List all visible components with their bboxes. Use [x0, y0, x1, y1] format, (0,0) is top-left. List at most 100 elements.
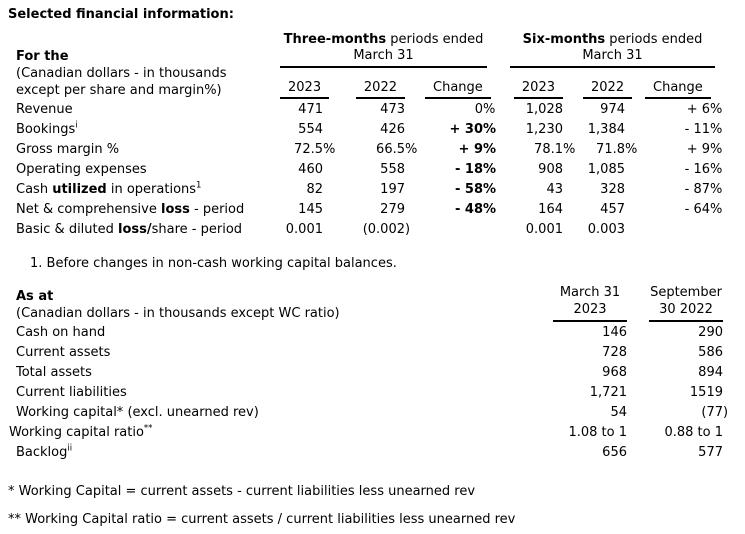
cell-3m-2023: 82 — [306, 182, 323, 197]
cell-3m-change: + 9 % — [458, 142, 497, 157]
group-header-row: For the (Canadian dollars - in thousands… — [16, 32, 730, 98]
three-months-title: Three-months periods ended — [283, 32, 484, 47]
cell-6m-change — [645, 219, 730, 239]
cell-6m-change: + 6 % — [686, 102, 723, 117]
cell-3m-2023: 0.001 — [285, 222, 323, 237]
as-at-label: As at — [16, 289, 54, 304]
three-months-group-header: Three-months periods ended March 31 — [280, 32, 503, 68]
footnote-1: 1. Before changes in non-cash working ca… — [30, 256, 397, 271]
cell-september-2022: (77 ) — [701, 405, 729, 420]
cell-3m-change: - 58 % — [454, 182, 497, 197]
cell-3m-change: - 18 % — [454, 162, 497, 177]
cell-6m-change: - 16 % — [684, 162, 723, 177]
cell-march-2023: 146 — [602, 325, 627, 340]
cell-september-2022: 290 — [698, 325, 723, 340]
cell-september-2022: 577 — [698, 445, 723, 460]
cell-6m-change: + 9 % — [686, 142, 723, 157]
cell-march-2023: 1.08 to 1 — [568, 425, 627, 440]
as-at-header-row: As at (Canadian dollars - in thousands e… — [16, 284, 736, 322]
row-label: Current assets — [16, 345, 111, 360]
for-the-label: For the — [16, 49, 69, 64]
row-label: Net & comprehensive loss - period — [16, 202, 245, 217]
table-row-current-assets: Current assets 728 586 — [16, 342, 736, 362]
table-row-cash-utilized: Cash utilized in operations1 82 197 - 58… — [16, 179, 730, 199]
table-row-bookings: Bookingsi 554 426 + 30 % 1,230 1,384 - 1… — [16, 119, 730, 139]
row-label: Working capital* (excl. unearned rev) — [16, 405, 259, 420]
cell-6m-2023: 164 — [538, 202, 563, 217]
table1-label-header: For the (Canadian dollars - in thousands… — [16, 32, 280, 99]
col-header-march-31-2023: March 31 2023 — [540, 284, 640, 322]
cell-3m-change: - 48 % — [454, 202, 497, 217]
row-label: Cash on hand — [16, 325, 106, 340]
as-at-table: As at (Canadian dollars - in thousands e… — [9, 284, 736, 462]
cell-6m-2023: 78.1 % — [534, 142, 576, 157]
cell-6m-2022: 71.8 % — [596, 142, 638, 157]
col-header-6m-2022: 2022 — [583, 68, 645, 99]
cell-3m-2022: 426 — [380, 122, 405, 137]
cell-3m-change: + 30 % — [449, 122, 497, 137]
cell-september-2022: 1519 — [689, 385, 723, 400]
cell-3m-2022: 66.5 % — [376, 142, 418, 157]
page-title: Selected financial information: — [8, 7, 234, 22]
three-months-date: March 31 — [353, 48, 414, 63]
cell-3m-2022: (0.002 ) — [362, 222, 411, 237]
cell-6m-2022: 328 — [600, 182, 625, 197]
cell-march-2023: 54 — [610, 405, 627, 420]
cell-march-2023: 968 — [602, 365, 627, 380]
row-label: Operating expenses — [16, 162, 147, 177]
col-header-6m-change: Change — [645, 68, 730, 99]
units-note-line2: except per share and margin%) — [16, 83, 222, 98]
row-label: Bookingsi — [16, 120, 78, 137]
cell-3m-2022: 473 — [380, 102, 405, 117]
cell-3m-2022: 197 — [380, 182, 405, 197]
cell-march-2023: 656 — [602, 445, 627, 460]
table-row-backlog: Backlogii 656 577 — [16, 442, 736, 462]
table-row-current-liabilities: Current liabilities 1,721 1519 — [16, 382, 736, 402]
row-label: Cash utilized in operations1 — [16, 180, 202, 197]
cell-3m-2023: 145 — [298, 202, 323, 217]
cell-6m-2023: 1,230 — [525, 122, 563, 137]
table-row-net-loss: Net & comprehensive loss - period 145 27… — [16, 199, 730, 219]
table-row-working-capital: Working capital* (excl. unearned rev) 54… — [16, 402, 736, 422]
six-months-group-header: Six-months periods ended March 31 — [503, 32, 730, 68]
wc-units-note: (Canadian dollars - in thousands except … — [16, 306, 340, 321]
col-header-6m-2023: 2023 — [503, 68, 583, 99]
cell-september-2022: 0.88 to 1 — [664, 425, 723, 440]
footnote-working-capital-ratio: ** Working Capital ratio = current asset… — [8, 512, 516, 527]
cell-6m-2022: 1,085 — [587, 162, 625, 177]
table-row-gross-margin: Gross margin % 72.5 % 66.5 % + 9 % 78.1 … — [16, 139, 730, 159]
column-header-row: 2023 2022 Change 2023 2022 Change — [16, 68, 730, 99]
col-header-3m-change: Change — [425, 68, 503, 99]
cell-september-2022: 586 — [698, 345, 723, 360]
cell-march-2023: 1,721 — [589, 385, 627, 400]
table-row-working-capital-ratio: Working capital ratio** 1.08 to 1 0.88 t… — [9, 422, 736, 442]
cell-3m-2023: 471 — [298, 102, 323, 117]
row-label: Backlogii — [16, 443, 73, 460]
row-label: Total assets — [16, 365, 92, 380]
cell-september-2022: 894 — [698, 365, 723, 380]
table-row-revenue: Revenue 471 473 0 % 1,028 974 + 6 % — [16, 99, 730, 119]
six-months-title: Six-months periods ended — [522, 32, 703, 47]
row-label: Basic & diluted loss/share - period — [16, 222, 243, 237]
cell-6m-change: - 87 % — [684, 182, 723, 197]
table-row-cash-on-hand: Cash on hand 146 290 — [16, 322, 736, 342]
cell-6m-2023: 0.001 — [525, 222, 563, 237]
cell-6m-change: - 11 % — [684, 122, 723, 137]
cell-6m-change: - 64 % — [684, 202, 723, 217]
cell-6m-2023: 43 — [546, 182, 563, 197]
col-header-3m-2022: 2022 — [343, 68, 425, 99]
cell-6m-2023: 1,028 — [525, 102, 563, 117]
cell-6m-2022: 1,384 — [587, 122, 625, 137]
periods-table: For the (Canadian dollars - in thousands… — [16, 32, 730, 239]
row-label: Gross margin % — [16, 142, 120, 157]
cell-6m-2022: 974 — [600, 102, 625, 117]
cell-3m-2023: 554 — [298, 122, 323, 137]
cell-6m-2023: 908 — [538, 162, 563, 177]
footnote-working-capital: * Working Capital = current assets - cur… — [8, 484, 476, 499]
cell-march-2023: 728 — [602, 345, 627, 360]
cell-3m-change: 0 % — [474, 102, 496, 117]
cell-3m-2022: 279 — [380, 202, 405, 217]
row-label: Current liabilities — [16, 385, 127, 400]
table-row-total-assets: Total assets 968 894 — [16, 362, 736, 382]
